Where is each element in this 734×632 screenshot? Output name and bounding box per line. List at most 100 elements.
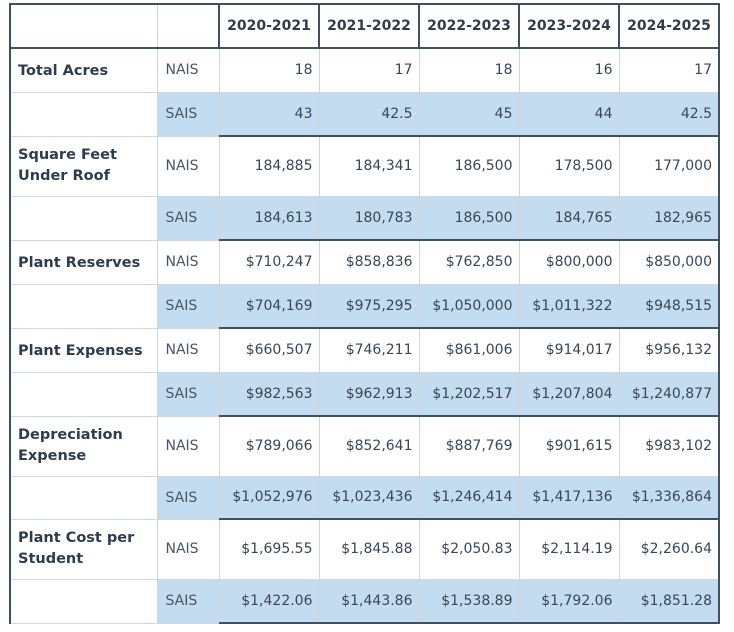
- type-label-sais: SAIS: [156, 195, 220, 241]
- table-cell: $2,260.64: [618, 518, 720, 580]
- type-label-sais: SAIS: [156, 91, 220, 137]
- table-cell: 182,965: [618, 195, 720, 241]
- type-label-nais: NAIS: [156, 415, 220, 477]
- table-row: Plant Cost per Student NAIS $1,695.55 $1…: [9, 518, 720, 580]
- table-cell: 42.5: [618, 91, 720, 137]
- table-cell: 184,885: [218, 135, 320, 197]
- table-cell: $975,295: [318, 283, 420, 329]
- type-label-nais: NAIS: [156, 327, 220, 373]
- header-row: 2020-2021 2021-2022 2022-2023 2023-2024 …: [9, 3, 720, 49]
- metric-label-blank: [9, 195, 158, 241]
- table-cell: $850,000: [618, 239, 720, 285]
- table-cell: $948,515: [618, 283, 720, 329]
- table-cell: $1,851.28: [618, 578, 720, 624]
- table-row: SAIS 43 42.5 45 44 42.5: [9, 91, 720, 137]
- table-cell: $1,422.06: [218, 578, 320, 624]
- metric-label: Total Acres: [9, 47, 158, 93]
- metric-label-blank: [9, 91, 158, 137]
- type-label-nais: NAIS: [156, 47, 220, 93]
- table-cell: $962,913: [318, 371, 420, 417]
- table-cell: $746,211: [318, 327, 420, 373]
- table-cell: $1,538.89: [418, 578, 520, 624]
- comparison-table-container: 2020-2021 2021-2022 2022-2023 2023-2024 …: [9, 3, 720, 624]
- table-row: Plant Reserves NAIS $710,247 $858,836 $7…: [9, 239, 720, 285]
- table-cell: $710,247: [218, 239, 320, 285]
- metric-label: Plant Cost per Student: [9, 518, 158, 580]
- table-cell: 184,765: [518, 195, 620, 241]
- table-row: SAIS 184,613 180,783 186,500 184,765 182…: [9, 195, 720, 241]
- table-cell: 178,500: [518, 135, 620, 197]
- metric-label-blank: [9, 283, 158, 329]
- table-cell: $1,207,804: [518, 371, 620, 417]
- table-row: Plant Expenses NAIS $660,507 $746,211 $8…: [9, 327, 720, 373]
- table-cell: 177,000: [618, 135, 720, 197]
- table-cell: $1,240,877: [618, 371, 720, 417]
- table-cell: $1,443.86: [318, 578, 420, 624]
- table-cell: $800,000: [518, 239, 620, 285]
- table-row: Total Acres NAIS 18 17 18 16 17: [9, 47, 720, 93]
- type-label-sais: SAIS: [156, 475, 220, 520]
- metric-label-blank: [9, 578, 158, 624]
- table-cell: $887,769: [418, 415, 520, 477]
- metric-label-blank: [9, 475, 158, 520]
- table-cell: 184,341: [318, 135, 420, 197]
- table-cell: $1,023,436: [318, 475, 420, 520]
- metric-label: Plant Reserves: [9, 239, 158, 285]
- table-cell: $901,615: [518, 415, 620, 477]
- table-cell: 186,500: [418, 195, 520, 241]
- table-cell: 16: [518, 47, 620, 93]
- table-cell: $660,507: [218, 327, 320, 373]
- table-cell: $1,845.88: [318, 518, 420, 580]
- table-cell: $1,336,864: [618, 475, 720, 520]
- table-cell: $789,066: [218, 415, 320, 477]
- header-blank-metric: [9, 3, 158, 49]
- table-cell: $2,050.83: [418, 518, 520, 580]
- table-cell: $1,202,517: [418, 371, 520, 417]
- table-cell: $1,792.06: [518, 578, 620, 624]
- header-year: 2023-2024: [518, 3, 620, 49]
- table-cell: $1,417,136: [518, 475, 620, 520]
- table-cell: $914,017: [518, 327, 620, 373]
- metric-label: Depreciation Expense: [9, 415, 158, 477]
- header-blank-type: [156, 3, 220, 49]
- type-label-nais: NAIS: [156, 135, 220, 197]
- table-cell: 186,500: [418, 135, 520, 197]
- table-cell: 18: [418, 47, 520, 93]
- header-year: 2024-2025: [618, 3, 720, 49]
- table-cell: $2,114.19: [518, 518, 620, 580]
- table-row: SAIS $1,422.06 $1,443.86 $1,538.89 $1,79…: [9, 578, 720, 624]
- metric-label-blank: [9, 371, 158, 417]
- metric-label: Square Feet Under Roof: [9, 135, 158, 197]
- nais-sais-comparison-table: 2020-2021 2021-2022 2022-2023 2023-2024 …: [9, 3, 720, 624]
- type-label-nais: NAIS: [156, 518, 220, 580]
- type-label-sais: SAIS: [156, 371, 220, 417]
- table-cell: 43: [218, 91, 320, 137]
- table-cell: 44: [518, 91, 620, 137]
- header-year: 2020-2021: [218, 3, 320, 49]
- table-cell: $1,011,322: [518, 283, 620, 329]
- table-cell: 45: [418, 91, 520, 137]
- table-cell: $982,563: [218, 371, 320, 417]
- table-row: Depreciation Expense NAIS $789,066 $852,…: [9, 415, 720, 477]
- table-cell: $1,246,414: [418, 475, 520, 520]
- table-cell: $852,641: [318, 415, 420, 477]
- table-cell: $704,169: [218, 283, 320, 329]
- header-year: 2022-2023: [418, 3, 520, 49]
- table-cell: 184,613: [218, 195, 320, 241]
- table-row: SAIS $1,052,976 $1,023,436 $1,246,414 $1…: [9, 475, 720, 520]
- table-row: SAIS $982,563 $962,913 $1,202,517 $1,207…: [9, 371, 720, 417]
- table-cell: $1,695.55: [218, 518, 320, 580]
- metric-label: Plant Expenses: [9, 327, 158, 373]
- type-label-sais: SAIS: [156, 283, 220, 329]
- table-cell: 17: [618, 47, 720, 93]
- table-cell: 180,783: [318, 195, 420, 241]
- table-cell: 17: [318, 47, 420, 93]
- type-label-nais: NAIS: [156, 239, 220, 285]
- table-cell: $1,052,976: [218, 475, 320, 520]
- table-cell: $1,050,000: [418, 283, 520, 329]
- header-year: 2021-2022: [318, 3, 420, 49]
- type-label-sais: SAIS: [156, 578, 220, 624]
- table-cell: $861,006: [418, 327, 520, 373]
- table-row: SAIS $704,169 $975,295 $1,050,000 $1,011…: [9, 283, 720, 329]
- table-cell: $762,850: [418, 239, 520, 285]
